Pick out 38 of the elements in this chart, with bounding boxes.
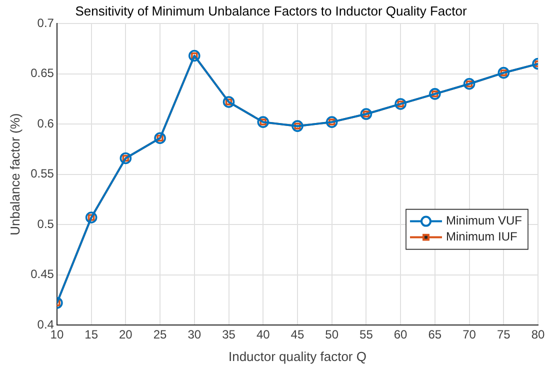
- x-tick-label: 40: [256, 328, 270, 342]
- x-tick-label: 30: [188, 328, 202, 342]
- point: [154, 132, 166, 144]
- x-tick-label: 55: [360, 328, 374, 342]
- x-tick-label: 35: [222, 328, 236, 342]
- point: [222, 96, 235, 108]
- y-tick-label: 0.55: [30, 166, 54, 181]
- x-tick-label: 80: [531, 328, 545, 342]
- point: [85, 212, 98, 224]
- x-tick-label: 20: [118, 328, 133, 342]
- legend-label: Minimum VUF: [446, 214, 522, 228]
- point: [463, 78, 476, 90]
- y-axis-title: Unbalance factor (%): [7, 113, 22, 236]
- y-tick-label: 0.7: [37, 16, 54, 30]
- x-tick-label: 50: [325, 328, 339, 342]
- point: [360, 108, 372, 120]
- x-tick-label: 70: [462, 328, 476, 342]
- y-tick-label: 0.6: [37, 116, 54, 130]
- point: [498, 66, 510, 79]
- y-tick-label: 0.65: [30, 66, 54, 80]
- x-tick-label: 60: [394, 328, 408, 342]
- point: [429, 88, 441, 100]
- point: [188, 50, 200, 62]
- x-tick-label: 25: [153, 328, 168, 342]
- point: [257, 116, 270, 128]
- x-tick-label: 15: [84, 328, 98, 342]
- legend-label: Minimum IUF: [446, 230, 518, 244]
- y-tick-label: 0.5: [37, 216, 54, 231]
- x-axis-title: Inductor quality factor Q: [228, 348, 366, 364]
- point: [120, 152, 132, 164]
- x-tick-label: 45: [290, 328, 304, 342]
- x-tick-label: 65: [428, 328, 442, 342]
- point: [394, 98, 406, 110]
- x-tick-label: 75: [496, 328, 511, 342]
- point: [326, 116, 338, 128]
- chart-title: Sensitivity of Minimum Unbalance Factors to Inductor Quality Factor: [75, 3, 468, 18]
- point: [292, 120, 304, 132]
- y-tick-label: 0.45: [30, 267, 54, 282]
